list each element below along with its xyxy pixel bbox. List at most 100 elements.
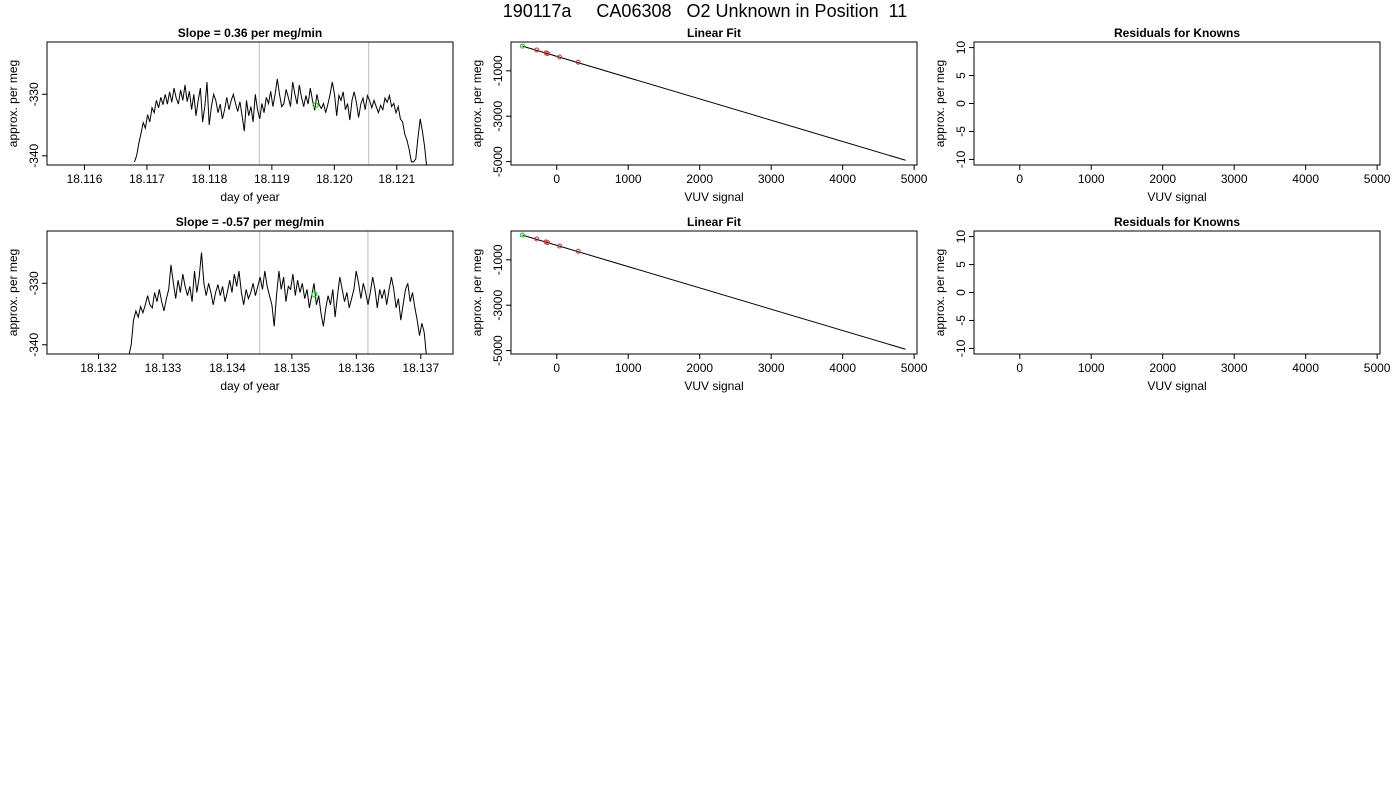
- panel-title: Slope = 0.36 per meg/min: [178, 26, 322, 40]
- y-tick-label: 10: [954, 41, 968, 55]
- y-tick-label: -340: [27, 143, 41, 167]
- plot-area: [133, 42, 427, 165]
- plot-frame: [973, 230, 1381, 355]
- plot-area: [128, 231, 427, 354]
- plot-frame: [46, 230, 454, 355]
- panel-title: Linear Fit: [687, 215, 741, 229]
- y-tick-label: -5: [954, 126, 968, 137]
- known-point: [544, 240, 550, 246]
- panel-title: Residuals for Knowns: [1114, 26, 1240, 40]
- plot-area: [519, 232, 906, 350]
- chart-panel-2: Linear Fit 0 1000 2000 3000 4000 5000 -5000 -300…: [470, 26, 928, 204]
- y-tick-label: -10: [954, 339, 968, 357]
- panel-title: Linear Fit: [687, 26, 741, 40]
- x-tick-label: 5000: [901, 361, 928, 375]
- x-tick-label: 1000: [1078, 361, 1105, 375]
- x-tick-label: 1000: [615, 172, 642, 186]
- x-tick-label: 0: [1016, 172, 1023, 186]
- x-tick-label: 18.118: [191, 172, 227, 186]
- chart-panel-1: Slope = 0.36 per meg/min 18.116 18.117 18.1…: [6, 26, 454, 204]
- unknown-point: [519, 232, 526, 238]
- x-tick-label: 18.133: [145, 361, 182, 375]
- x-tick-label: 3000: [758, 361, 785, 375]
- x-tick-label: 0: [1016, 361, 1023, 375]
- plot-frame: [510, 230, 918, 355]
- unknown-marker: [311, 291, 318, 298]
- y-tick-label: -3000: [491, 101, 505, 132]
- y-tick-label: -340: [27, 332, 41, 356]
- y-tick-label: -1000: [491, 244, 505, 275]
- plot-frame: [46, 41, 454, 166]
- x-tick-label: 1000: [615, 361, 642, 375]
- y-tick-label: 5: [954, 261, 968, 268]
- panel-title: Residuals for Knowns: [1114, 215, 1240, 229]
- x-tick-label: 0: [553, 172, 560, 186]
- chart-panel-6: Residuals for Knowns 0 1000 2000 3000 4000 500…: [933, 215, 1391, 393]
- x-tick-label: 2000: [686, 172, 713, 186]
- y-tick-label: -1000: [491, 55, 505, 86]
- x-tick-label: 2000: [1149, 361, 1176, 375]
- x-tick-label: 18.119: [254, 172, 290, 186]
- known-point: [534, 236, 540, 242]
- unknown-marker: [312, 102, 319, 109]
- x-axis-label: day of year: [220, 379, 279, 393]
- x-tick-label: 18.120: [316, 172, 353, 186]
- y-tick-label: -5: [954, 315, 968, 326]
- series-line: [128, 252, 427, 354]
- known-point: [534, 47, 540, 53]
- figure-title: 190117a CA06308 O2 Unknown in Position 1…: [502, 1, 908, 21]
- chart-panel-5: Linear Fit 0 1000 2000 3000 4000 5000 -5000 -300…: [470, 215, 928, 393]
- chart-panel-4: Slope = -0.57 per meg/min 18.132 18.133 18.…: [6, 215, 454, 393]
- plot-frame: [510, 41, 918, 166]
- known-point: [575, 59, 581, 65]
- plot-frame: [973, 41, 1381, 166]
- y-tick-label: -330: [27, 271, 41, 295]
- x-tick-label: 3000: [758, 172, 785, 186]
- x-tick-label: 5000: [1364, 172, 1391, 186]
- y-tick-label: 0: [954, 100, 968, 107]
- x-tick-label: 4000: [829, 172, 856, 186]
- y-tick-label: -330: [27, 82, 41, 106]
- y-axis-label: approx. per meg: [470, 60, 484, 147]
- plot-area: [519, 43, 906, 161]
- y-axis-label: approx. per meg: [933, 249, 947, 336]
- y-tick-label: 10: [954, 230, 968, 244]
- y-tick-label: -3000: [491, 290, 505, 321]
- x-tick-label: 2000: [686, 361, 713, 375]
- y-tick-label: 0: [954, 289, 968, 296]
- known-point: [557, 243, 563, 249]
- y-axis-label: approx. per meg: [933, 60, 947, 147]
- y-tick-label: -5000: [491, 335, 505, 366]
- x-tick-label: 1000: [1078, 172, 1105, 186]
- y-tick-label: 5: [954, 72, 968, 79]
- y-axis-label: approx. per meg: [6, 249, 20, 336]
- x-tick-label: 18.136: [338, 361, 375, 375]
- fit-line: [522, 234, 906, 350]
- x-tick-label: 18.135: [274, 361, 311, 375]
- panel-title: Slope = -0.57 per meg/min: [176, 215, 324, 229]
- y-tick-label: -10: [954, 150, 968, 168]
- y-axis-label: approx. per meg: [6, 60, 20, 147]
- x-tick-label: 0: [553, 361, 560, 375]
- x-tick-label: 3000: [1221, 361, 1248, 375]
- x-axis-label: VUV signal: [1147, 379, 1206, 393]
- known-point: [575, 248, 581, 254]
- x-tick-label: 18.132: [80, 361, 117, 375]
- x-tick-label: 18.117: [129, 172, 165, 186]
- x-tick-label: 5000: [1364, 361, 1391, 375]
- x-tick-label: 18.121: [378, 172, 415, 186]
- x-tick-label: 5000: [901, 172, 928, 186]
- x-axis-label: VUV signal: [1147, 190, 1206, 204]
- y-tick-label: -5000: [491, 146, 505, 177]
- known-point: [544, 51, 550, 57]
- x-tick-label: 3000: [1221, 172, 1248, 186]
- x-tick-label: 4000: [1292, 361, 1319, 375]
- known-point: [557, 54, 563, 60]
- fit-line: [522, 45, 906, 161]
- x-axis-label: VUV signal: [684, 379, 743, 393]
- x-tick-label: 4000: [829, 361, 856, 375]
- y-axis-label: approx. per meg: [470, 249, 484, 336]
- x-tick-label: 4000: [1292, 172, 1319, 186]
- chart-panel-3: Residuals for Knowns 0 1000 2000 3000 4000 500…: [933, 26, 1391, 204]
